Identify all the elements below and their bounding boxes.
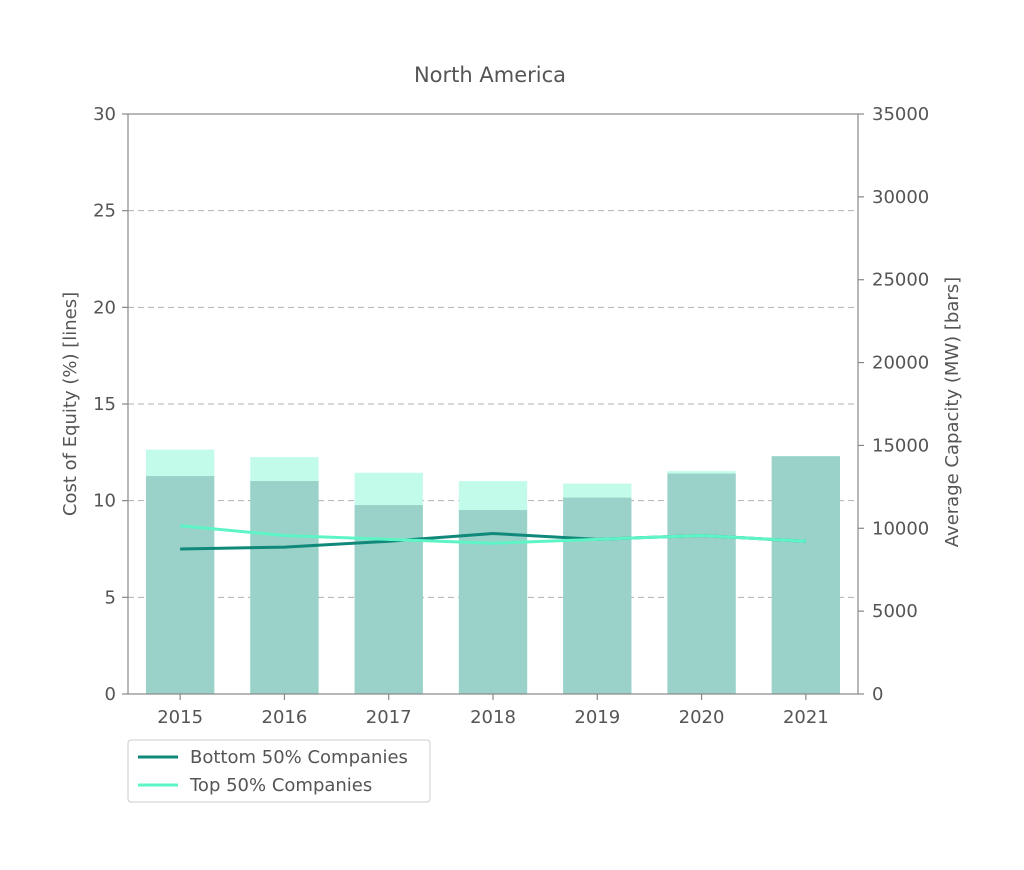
right-tick-label: 0 xyxy=(872,684,883,705)
x-tick-label: 2015 xyxy=(157,707,203,728)
right-tick-label: 20000 xyxy=(872,353,929,374)
left-tick-label: 30 xyxy=(93,104,116,125)
right-tick-label: 10000 xyxy=(872,518,929,539)
x-tick-label: 2017 xyxy=(366,707,412,728)
legend-label-top-50: Top 50% Companies xyxy=(189,775,372,796)
x-axis-ticks: 2015 2016 2017 2018 2019 2020 2021 xyxy=(157,694,829,728)
left-tick-label: 15 xyxy=(93,394,116,415)
right-axis-ticks: 0 5000 10000 15000 20000 25000 30000 35000 xyxy=(858,104,929,705)
legend-box xyxy=(127,739,431,803)
bar-1-2016 xyxy=(250,481,319,694)
right-axis-label: Average Capacity (MW) [bars] xyxy=(942,277,963,547)
right-tick-label: 15000 xyxy=(872,435,929,456)
left-tick-label: 20 xyxy=(93,297,116,318)
right-tick-label: 35000 xyxy=(872,104,929,125)
left-tick-label: 5 xyxy=(105,587,116,608)
left-tick-label: 10 xyxy=(93,491,116,512)
bar-1-2020 xyxy=(667,473,736,694)
bars xyxy=(145,449,841,694)
chart-title: North America xyxy=(414,63,566,87)
bar-1-2019 xyxy=(563,497,632,694)
legend-label-bottom-50: Bottom 50% Companies xyxy=(190,747,408,768)
bar-1-2015 xyxy=(145,476,215,694)
x-tick-label: 2021 xyxy=(783,707,829,728)
bar-1-2017 xyxy=(354,505,423,694)
left-tick-label: 0 xyxy=(105,684,116,705)
x-tick-label: 2020 xyxy=(679,707,725,728)
bar-1-2018 xyxy=(458,510,528,694)
legend: Bottom 50% Companies Top 50% Companies xyxy=(127,739,431,803)
x-tick-label: 2018 xyxy=(470,707,516,728)
left-axis-label: Cost of Equity (%) [lines] xyxy=(60,292,81,516)
x-tick-label: 2019 xyxy=(574,707,620,728)
x-tick-label: 2016 xyxy=(262,707,308,728)
right-tick-label: 30000 xyxy=(872,187,929,208)
right-tick-label: 25000 xyxy=(872,270,929,291)
series-line-1 xyxy=(180,524,806,545)
series-lines xyxy=(180,524,806,551)
left-axis-ticks: 0 5 10 15 20 25 30 xyxy=(93,104,128,705)
left-tick-label: 25 xyxy=(93,201,116,222)
right-tick-label: 5000 xyxy=(872,601,918,622)
bar-1-2021 xyxy=(771,456,841,694)
